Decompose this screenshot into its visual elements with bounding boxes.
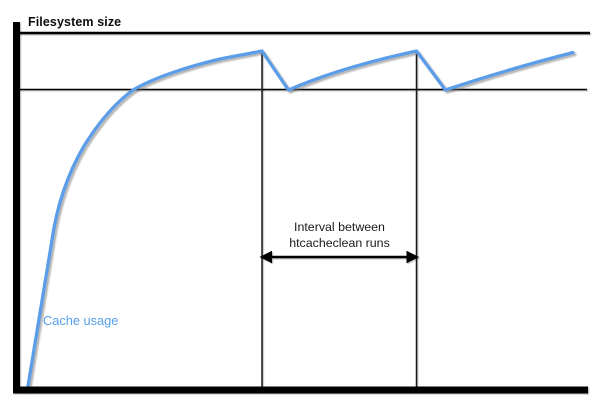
interval-annotation-line1: Interval between [294,220,385,234]
cache-usage-label: Cache usage [43,313,119,328]
interval-annotation: Interval between htcacheclean runs [262,219,417,251]
filesystem-size-label: Filesystem size [28,15,122,29]
interval-arrow-right-head [406,250,419,264]
interval-annotation-line2: htcacheclean runs [289,236,390,250]
interval-arrow [259,250,419,264]
interval-arrow-left-head [259,250,272,264]
xy-axes [13,22,588,394]
cache-usage-curve [25,49,575,391]
